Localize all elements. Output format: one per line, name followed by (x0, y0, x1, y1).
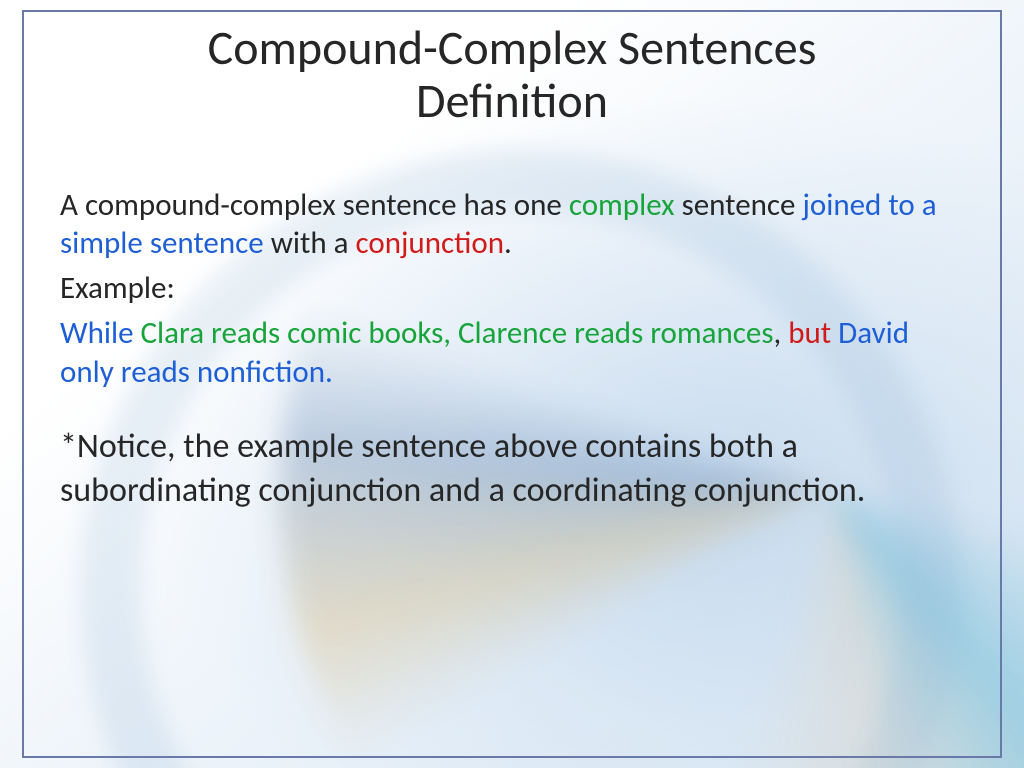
title-line-1: Compound-Complex Sentences (208, 18, 817, 77)
slide-body: A compound-complex sentence has one comp… (60, 186, 964, 513)
definition-text: sentence (675, 186, 803, 224)
slide-title: Compound-Complex Sentences Definition (60, 22, 964, 128)
example-while: While (60, 314, 141, 352)
definition-complex: complex (569, 186, 675, 224)
example-but: but (788, 314, 838, 352)
definition-period: . (504, 224, 512, 262)
example-label: Example: (60, 269, 964, 308)
definition-text: with a (264, 224, 356, 262)
definition-conjunction: conjunction (356, 224, 505, 262)
example-sentence: While Clara reads comic books, Clarence … (60, 314, 964, 392)
example-comma: , (773, 314, 788, 352)
title-line-2: Definition (416, 71, 608, 130)
example-clause: Clara reads comic books, Clarence reads … (141, 314, 774, 352)
spacer (60, 397, 964, 413)
slide-content: Compound-Complex Sentences Definition A … (60, 22, 964, 746)
definition-text: A compound-complex sentence has one (60, 186, 569, 224)
definition-paragraph: A compound-complex sentence has one comp… (60, 186, 964, 264)
notice-paragraph: *Notice, the example sentence above cont… (60, 425, 964, 512)
